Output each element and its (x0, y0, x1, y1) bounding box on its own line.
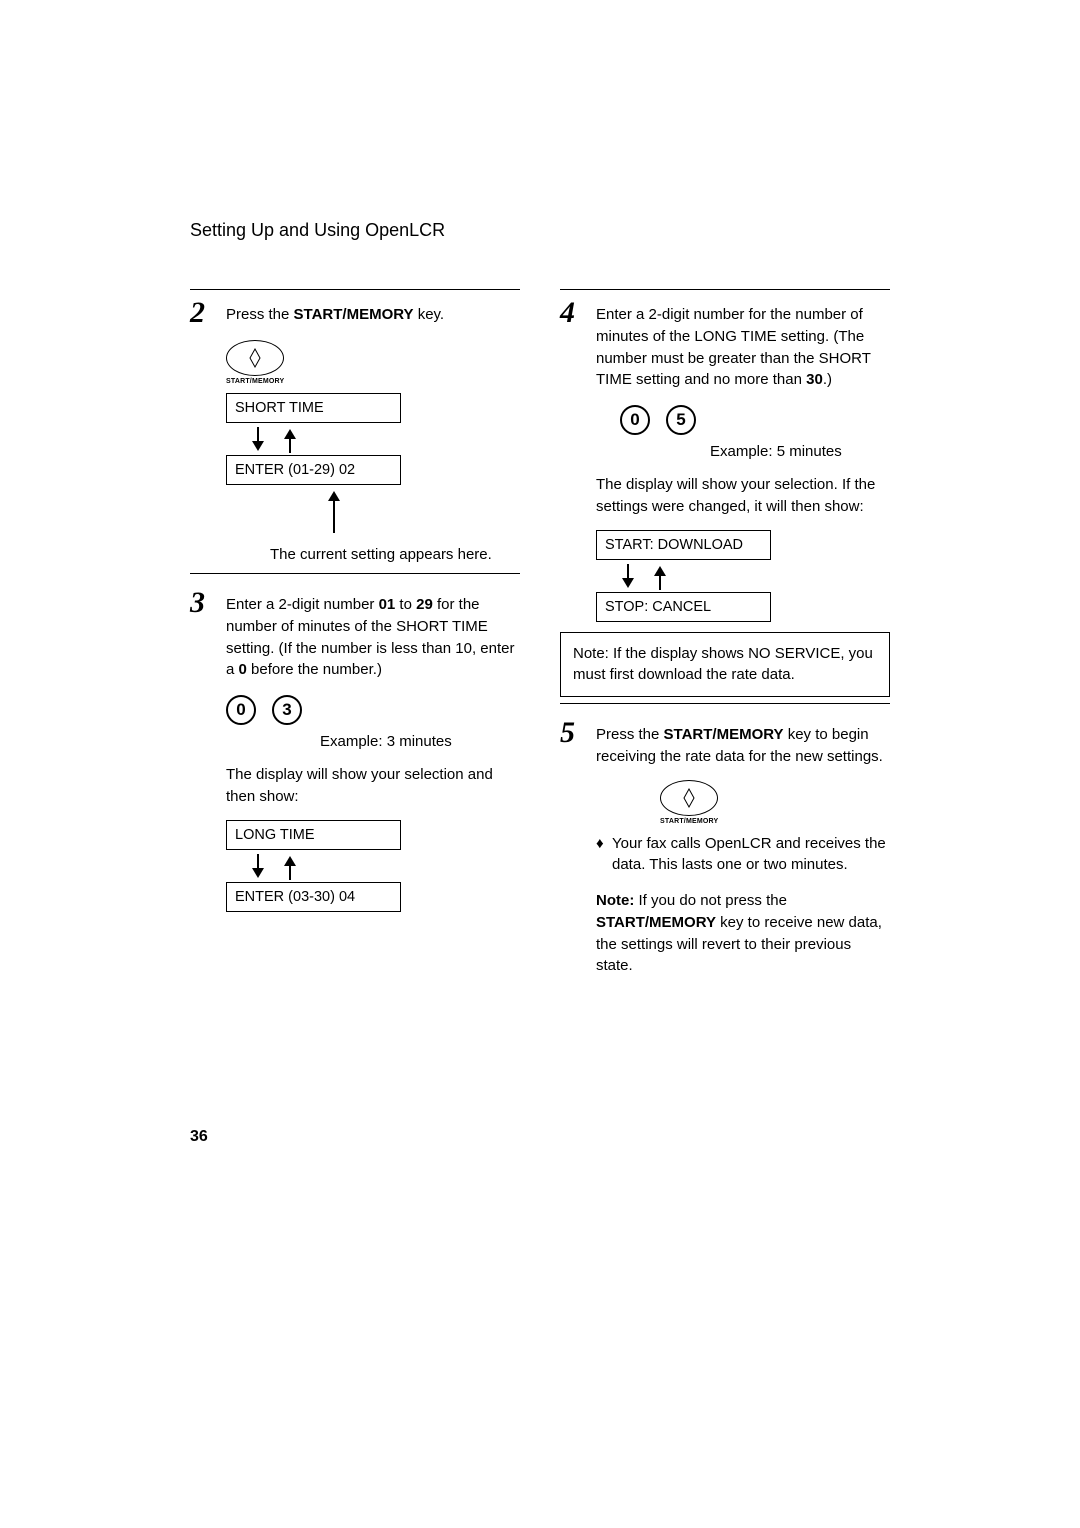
example-text: Example: 5 minutes (710, 443, 890, 460)
divider (560, 703, 890, 704)
body-text: The display will show your selection. If… (596, 474, 890, 518)
step-text: Press the START/MEMORY key. (226, 298, 444, 326)
lcd-display: ENTER (01-29) 02 (226, 455, 401, 485)
page-header: Setting Up and Using OpenLCR (190, 220, 890, 241)
manual-page: Setting Up and Using OpenLCR 2 Press the… (190, 220, 890, 989)
arrow-up-icon (326, 489, 520, 538)
step-4: 4 Enter a 2-digit number for the number … (560, 290, 890, 399)
lcd-display: ENTER (03-30) 04 (226, 882, 401, 912)
arrow-pair-icon (620, 564, 890, 590)
note-box: Note: If the display shows NO SERVICE, y… (560, 632, 890, 698)
content-columns: 2 Press the START/MEMORY key. START/MEMO… (190, 289, 890, 989)
lcd-display: LONG TIME (226, 820, 401, 850)
step-number: 5 (560, 718, 596, 748)
step-5: 5 Press the START/MEMORY key to begin re… (560, 710, 890, 776)
digit-key: 5 (666, 405, 696, 435)
button-label: START/MEMORY (226, 378, 284, 385)
lcd-display: START: DOWNLOAD (596, 530, 771, 560)
button-oval (660, 780, 718, 816)
step-2: 2 Press the START/MEMORY key. (190, 290, 520, 336)
caption-text: The current setting appears here. (270, 544, 520, 565)
bullet-item: ♦ Your fax calls OpenLCR and receives th… (596, 833, 890, 877)
bullet-icon: ♦ (596, 833, 612, 877)
example-text: Example: 3 minutes (320, 733, 520, 750)
digit-key: 3 (272, 695, 302, 725)
digit-key: 0 (620, 405, 650, 435)
diamond-icon (248, 347, 262, 369)
step-number: 4 (560, 298, 596, 328)
button-oval (226, 340, 284, 376)
page-number: 36 (190, 1128, 208, 1146)
digit-key: 0 (226, 695, 256, 725)
step-text: Enter a 2-digit number 01 to 29 for the … (226, 588, 520, 681)
divider (190, 573, 520, 574)
bullet-text: Your fax calls OpenLCR and receives the … (612, 833, 890, 877)
digit-keys: 0 5 (620, 405, 890, 435)
step-text: Enter a 2-digit number for the number of… (596, 298, 890, 391)
digit-keys: 0 3 (226, 695, 520, 725)
lcd-display: STOP: CANCEL (596, 592, 771, 622)
step-3: 3 Enter a 2-digit number 01 to 29 for th… (190, 580, 520, 689)
lcd-display: SHORT TIME (226, 393, 401, 423)
start-memory-button-icon: START/MEMORY (660, 780, 718, 825)
arrow-pair-icon (250, 427, 520, 453)
step-number: 2 (190, 298, 226, 328)
arrow-pair-icon (250, 854, 520, 880)
body-text: The display will show your selection and… (226, 764, 520, 808)
step-number: 3 (190, 588, 226, 618)
right-column: 4 Enter a 2-digit number for the number … (560, 289, 890, 989)
diamond-icon (682, 787, 696, 809)
left-column: 2 Press the START/MEMORY key. START/MEMO… (190, 289, 520, 989)
start-memory-button-icon: START/MEMORY (226, 340, 284, 385)
step-text: Press the START/MEMORY key to begin rece… (596, 718, 890, 768)
button-label: START/MEMORY (660, 818, 718, 825)
note-text: Note: If you do not press the START/MEMO… (596, 890, 890, 977)
